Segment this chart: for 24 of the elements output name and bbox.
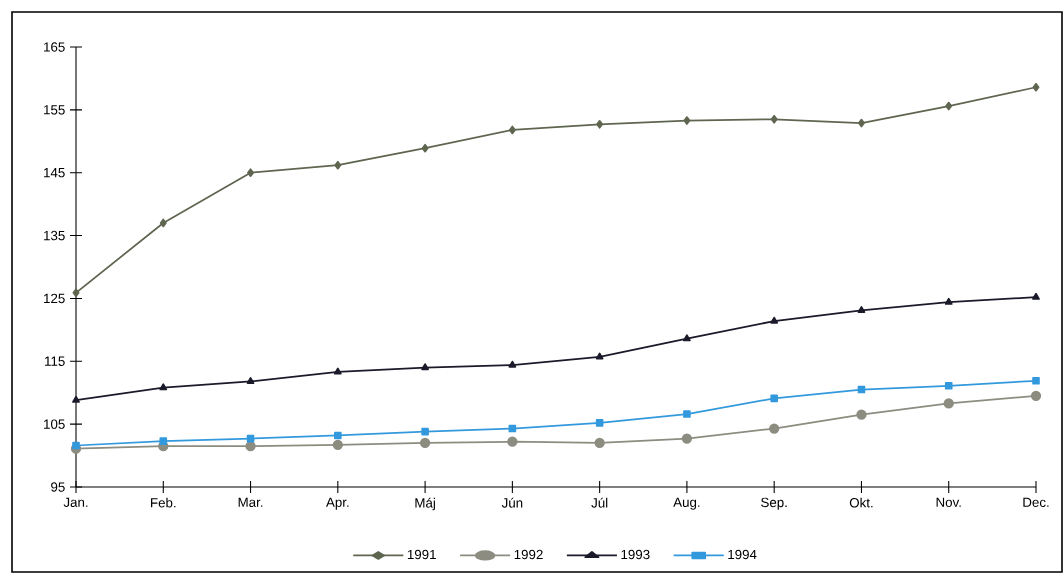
x-tick-label: Okt. [849, 497, 873, 508]
y-tick-label: 135 [44, 230, 65, 241]
x-tick-label: Jan. [63, 497, 88, 507]
x-tick-label: Nov. [936, 497, 961, 507]
x-tick-label: Apr. [325, 497, 349, 510]
x-tick-label: Aug. [673, 497, 700, 510]
x-tick-label: Sep. [761, 497, 787, 510]
legend-label: 1992 [514, 549, 543, 560]
x-tick-label: Máj [415, 497, 435, 511]
y-tick-label: 155 [44, 105, 65, 115]
x-tick-label: Mar. [238, 497, 263, 507]
legend-label: 1993 [621, 549, 650, 560]
x-tick-label: Júl [591, 497, 608, 508]
y-tick-label: 95 [51, 482, 65, 492]
y-tick-label: 105 [44, 419, 65, 429]
y-tick-label: 165 [44, 42, 65, 52]
y-tick-label: 115 [45, 356, 65, 366]
legend-label: 1991 [407, 549, 436, 560]
y-tick-label: 145 [44, 168, 65, 178]
x-tick-label: Jún [501, 497, 523, 508]
x-tick-label: Feb. [151, 497, 176, 508]
y-tick-label: 125 [44, 293, 65, 304]
legend-label: 1994 [728, 549, 757, 560]
x-tick-label: Dec. [1023, 497, 1049, 507]
